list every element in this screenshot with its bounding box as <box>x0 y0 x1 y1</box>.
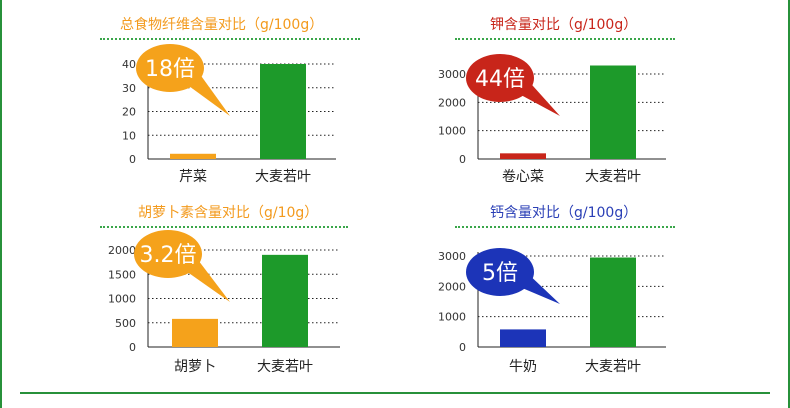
y-tick-label: 0 <box>459 341 466 354</box>
x-category-label: 大麦若叶 <box>257 359 313 375</box>
y-tick-label: 3000 <box>438 68 466 81</box>
y-tick-label: 2000 <box>108 244 136 257</box>
bar-chart: 0 500 1000 1500 2000 胡萝卜 大麦若叶 3.2倍 <box>108 230 340 375</box>
chart-title: 总食物纤维含量对比（g/100g） <box>120 17 324 33</box>
bar-chart: 0 1000 2000 3000 牛奶 大麦若叶 5倍 <box>438 248 666 375</box>
chart-panel-potassium: 钾含量对比（g/100g） 0 1000 2000 3000 卷心菜 大麦若叶 44倍 <box>430 8 700 188</box>
bar-大麦若叶 <box>590 257 636 347</box>
chart-title: 胡萝卜素含量对比（g/10g） <box>138 205 319 221</box>
title-dotted-line <box>100 38 360 40</box>
y-tick-label: 0 <box>129 341 136 354</box>
y-tick-label: 0 <box>129 153 136 166</box>
bar-胡萝卜 <box>172 318 218 347</box>
y-tick-label: 1000 <box>438 311 466 324</box>
chart-title: 钙含量对比（g/100g） <box>490 205 638 221</box>
chart-panel-fiber: 总食物纤维含量对比（g/100g） 0 10 20 30 40 芹菜 大麦若叶 18倍 <box>100 8 370 188</box>
y-tick-label: 30 <box>122 82 136 95</box>
y-tick-label: 2000 <box>438 96 466 109</box>
x-category-label: 大麦若叶 <box>585 359 641 375</box>
chart-panel-calcium: 钙含量对比（g/100g） 0 1000 2000 3000 牛奶 大麦若叶 5倍 <box>430 196 700 386</box>
y-tick-label: 1000 <box>438 125 466 138</box>
y-tick-label: 0 <box>459 153 466 166</box>
bar-大麦若叶 <box>590 65 636 159</box>
ratio-callout-text: 18倍 <box>145 57 195 82</box>
y-tick-label: 3000 <box>438 250 466 263</box>
x-category-label: 芹菜 <box>179 169 207 185</box>
y-tick-label: 40 <box>122 58 136 71</box>
title-dotted-line <box>455 38 675 40</box>
bar-牛奶 <box>500 329 546 347</box>
chart-panel-carotene: 胡萝卜素含量对比（g/10g） 0 500 1000 1500 2000 胡萝卜 大麦若叶 3… <box>100 196 370 386</box>
bottom-border <box>20 392 770 394</box>
ratio-callout-text: 44倍 <box>475 67 525 92</box>
y-tick-label: 2000 <box>438 280 466 293</box>
ratio-callout: 44倍 <box>466 54 560 116</box>
bar-chart: 0 10 20 30 40 芹菜 大麦若叶 18倍 <box>122 44 336 185</box>
ratio-callout: 3.2倍 <box>134 230 230 302</box>
bar-芹菜 <box>170 153 216 159</box>
y-tick-label: 1500 <box>108 268 136 281</box>
y-tick-label: 10 <box>122 129 136 142</box>
ratio-callout-text: 5倍 <box>482 261 518 286</box>
bar-卷心菜 <box>500 153 546 159</box>
y-tick-label: 500 <box>115 317 136 330</box>
y-tick-label: 20 <box>122 106 136 119</box>
title-dotted-line <box>455 226 675 228</box>
x-category-label: 大麦若叶 <box>255 169 311 185</box>
bar-大麦若叶 <box>262 254 308 347</box>
ratio-callout: 18倍 <box>136 44 230 116</box>
x-category-label: 胡萝卜 <box>174 359 216 375</box>
title-dotted-line <box>100 226 348 228</box>
x-category-label: 大麦若叶 <box>585 169 641 185</box>
bar-大麦若叶 <box>260 64 306 159</box>
ratio-callout-text: 3.2倍 <box>140 243 197 268</box>
x-category-label: 卷心菜 <box>502 169 544 185</box>
x-category-label: 牛奶 <box>509 359 537 375</box>
bar-chart: 0 1000 2000 3000 卷心菜 大麦若叶 44倍 <box>438 54 666 185</box>
ratio-callout: 5倍 <box>466 248 560 304</box>
chart-title: 钾含量对比（g/100g） <box>490 17 638 33</box>
y-tick-label: 1000 <box>108 293 136 306</box>
